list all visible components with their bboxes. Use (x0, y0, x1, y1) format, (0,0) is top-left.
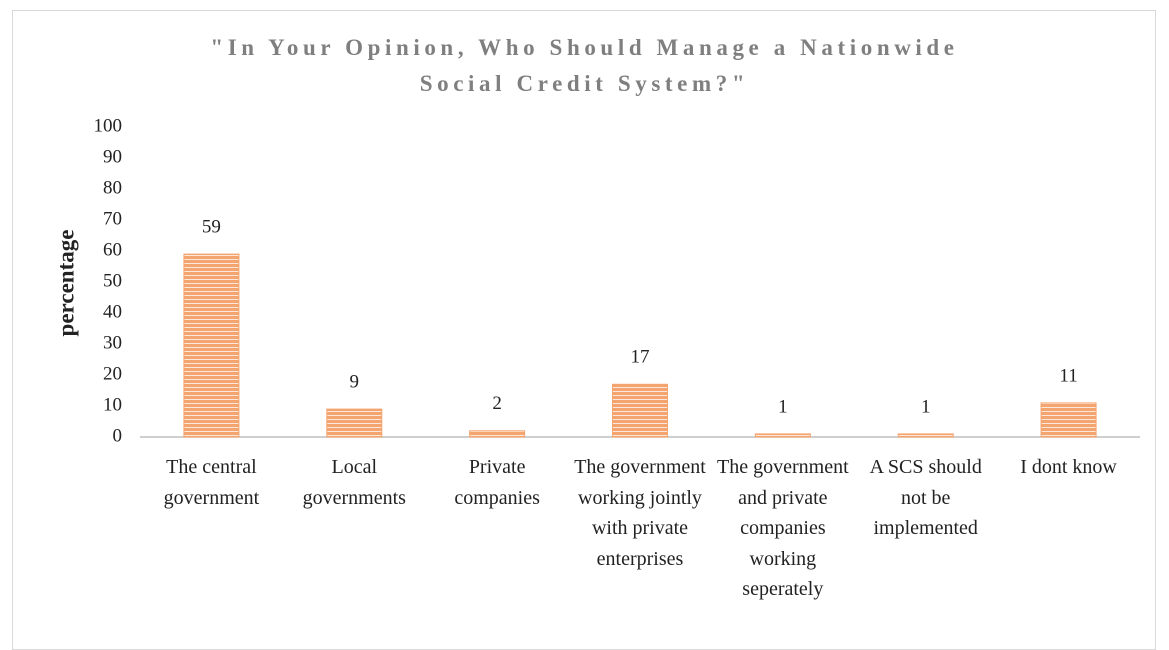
y-tick-label: 80 (103, 177, 122, 198)
y-tick-label: 50 (103, 270, 122, 291)
bar (469, 430, 526, 438)
data-label: 11 (1059, 365, 1077, 386)
bar (754, 433, 811, 438)
data-label: 1 (778, 396, 788, 417)
bar (612, 383, 668, 438)
y-tick-label: 0 (113, 425, 123, 446)
y-tick-label: 100 (94, 115, 123, 136)
y-tick-label: 40 (103, 301, 122, 322)
y-axis-label: percentage (53, 230, 78, 337)
bar (897, 433, 954, 438)
y-tick-label: 30 (103, 332, 122, 353)
x-tick-label: The government working jointly with priv… (574, 456, 706, 570)
chart-title: "In Your Opinion, Who Should Manage a Na… (210, 35, 959, 96)
bar (326, 408, 383, 438)
y-tick-label: 60 (103, 239, 122, 260)
data-label: 59 (202, 216, 221, 237)
data-label: 2 (492, 393, 502, 414)
x-tick-label: The government and private companies wor… (717, 456, 849, 600)
y-tick-label: 90 (103, 146, 122, 167)
y-tick-label: 70 (103, 208, 122, 229)
data-label: 17 (631, 347, 650, 368)
x-tick-label: The central government (163, 456, 260, 509)
y-tick-label: 20 (103, 363, 122, 384)
y-tick-label: 10 (103, 394, 122, 415)
x-tick-label: I dont know (1020, 456, 1117, 478)
x-tick-label: Private companies (454, 456, 540, 509)
data-label: 1 (921, 396, 931, 417)
x-tick-label: A SCS should not be implemented (869, 456, 982, 539)
bar (1040, 402, 1097, 438)
bar (183, 253, 240, 438)
data-label: 9 (350, 371, 360, 392)
x-tick-label: Local governments (302, 456, 406, 509)
